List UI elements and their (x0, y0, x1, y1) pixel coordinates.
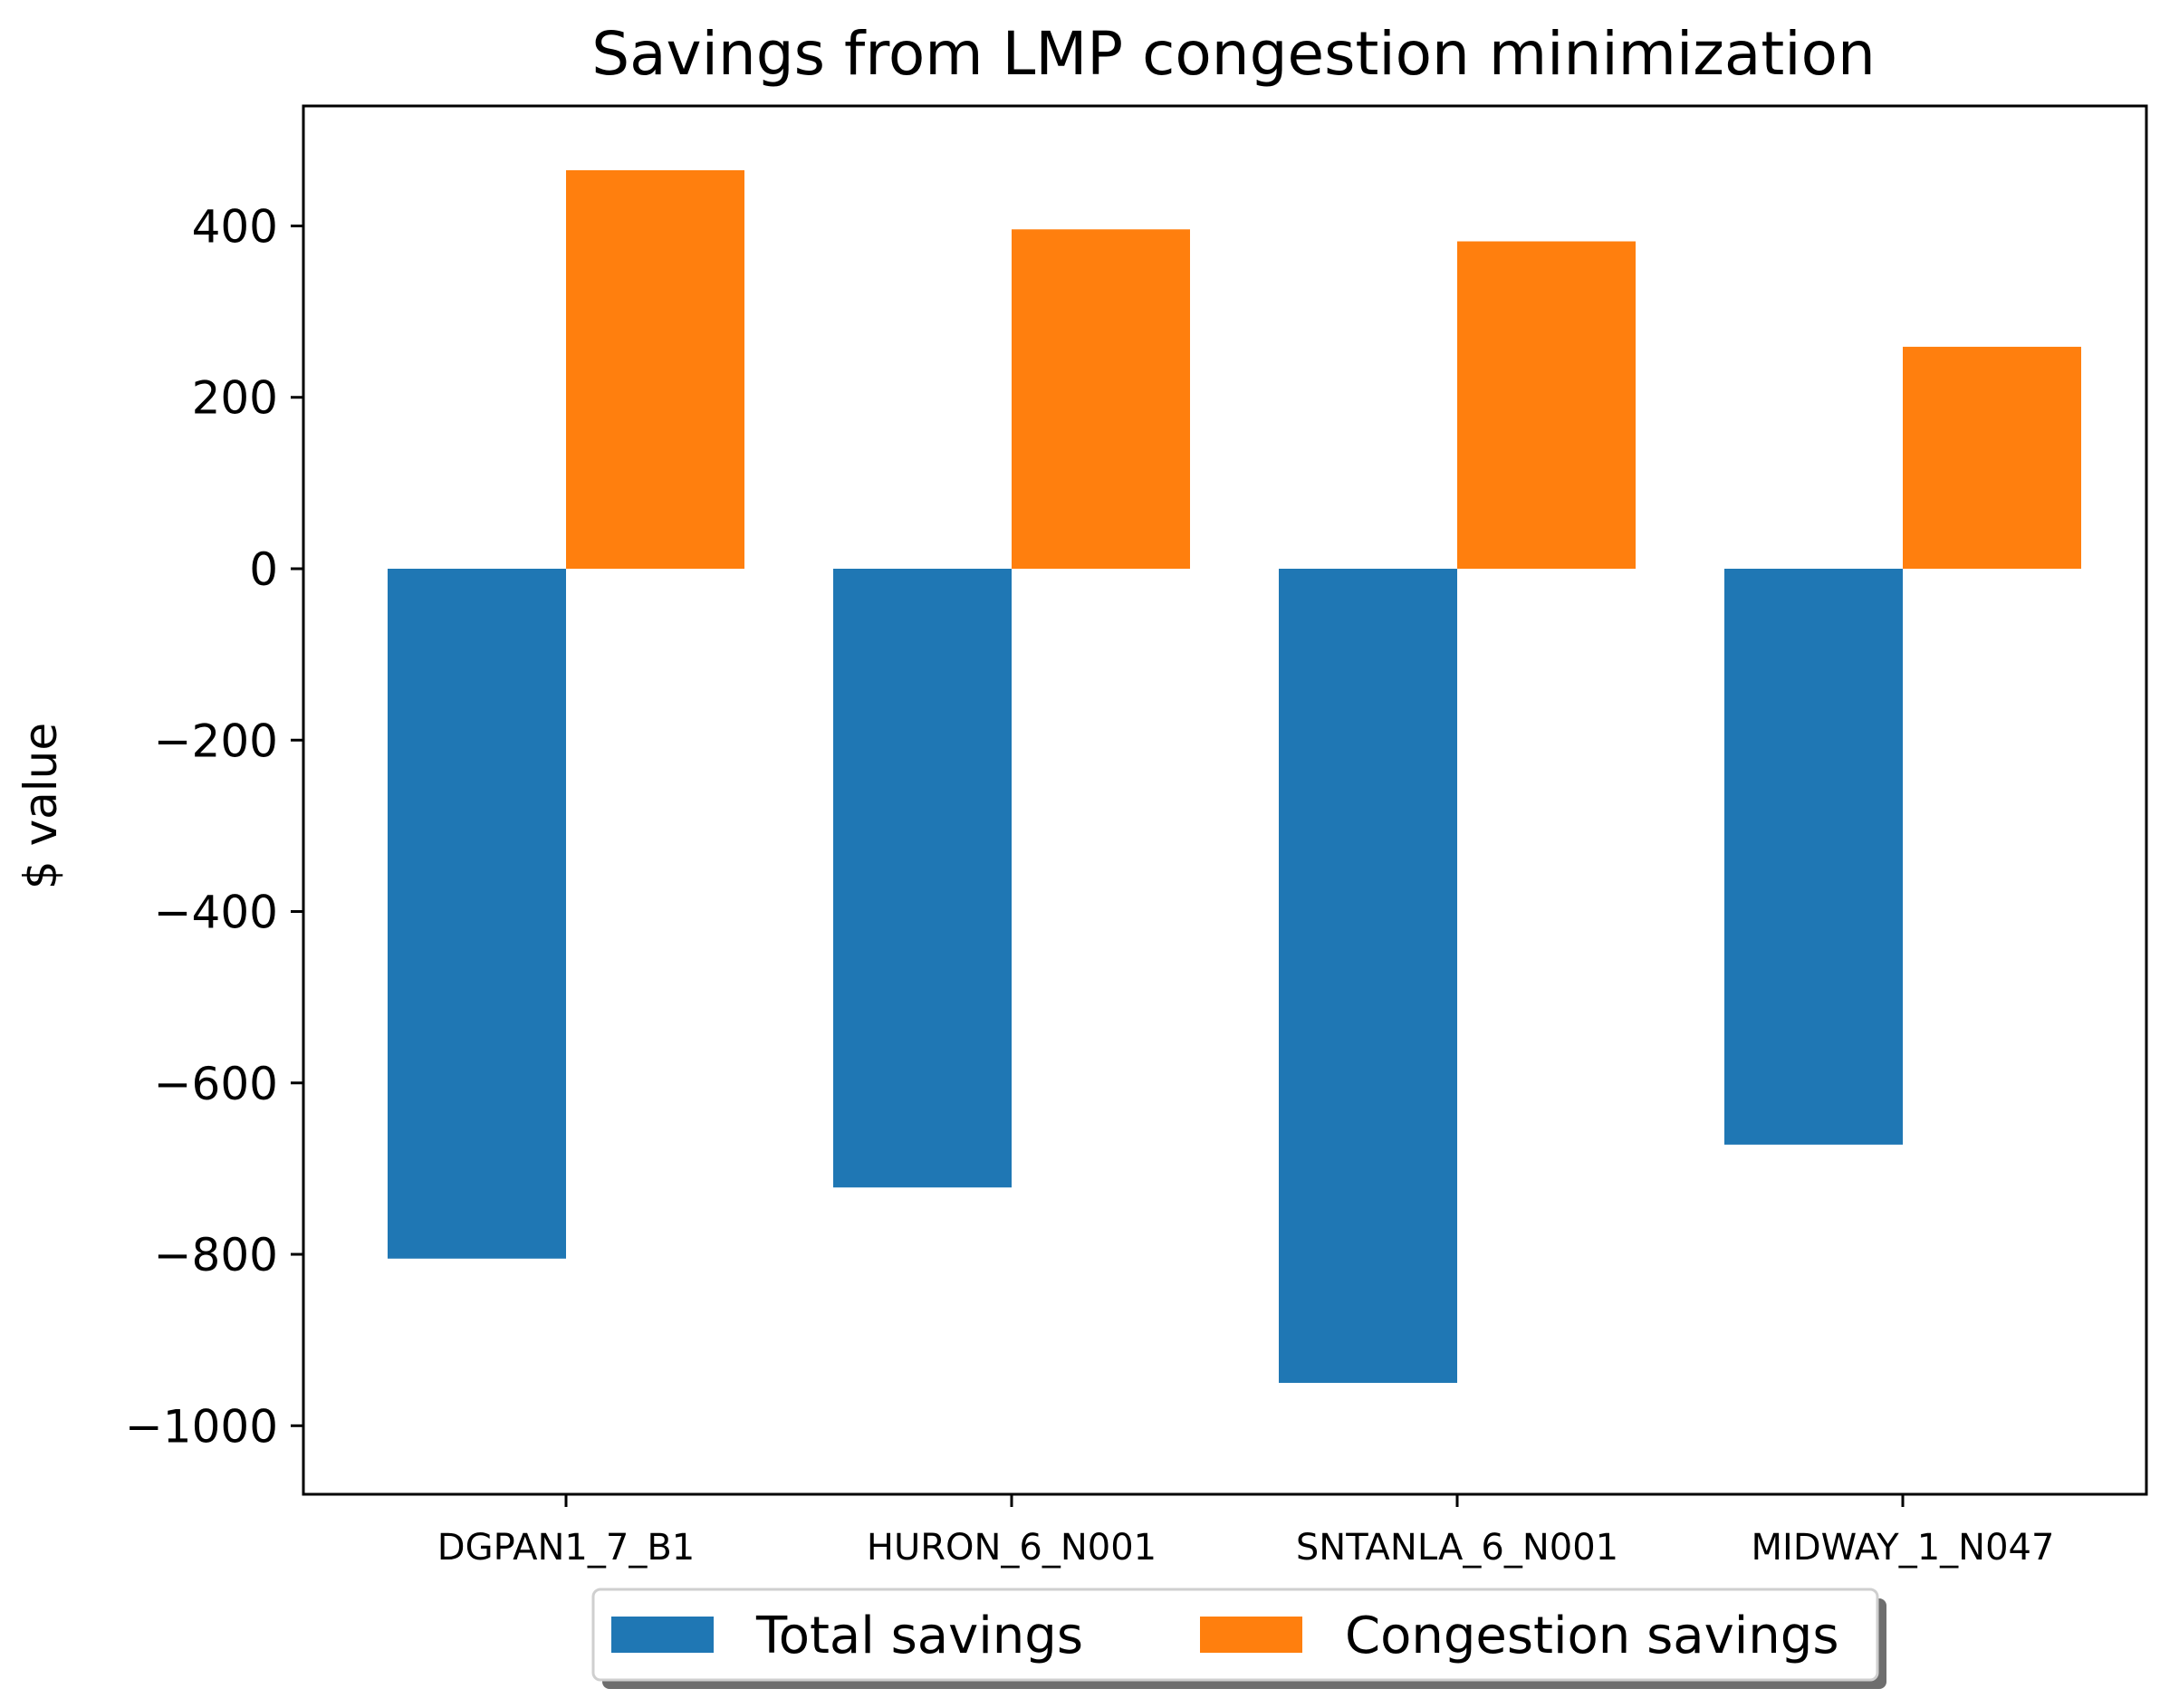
y-tick-label: −800 (154, 1229, 278, 1281)
chart-title: Savings from LMP congestion minimization (591, 19, 1876, 89)
y-tick-label: 400 (192, 200, 278, 253)
legend-label-congestion-savings: Congestion savings (1345, 1607, 1839, 1665)
bar-total-savings-1 (388, 569, 566, 1259)
bar-congestion-savings-3 (1457, 241, 1636, 569)
y-tick-label: −600 (154, 1058, 278, 1110)
y-tick-label: −1000 (125, 1400, 278, 1453)
y-tick-label: −400 (154, 887, 278, 939)
bar-congestion-savings-2 (1012, 229, 1190, 569)
legend: Total savings Congestion savings (591, 1588, 1886, 1689)
axes-frame (302, 104, 2148, 1496)
bars-group (388, 169, 2081, 1383)
bar-total-savings-2 (833, 569, 1012, 1188)
legend-swatch-total-savings (611, 1617, 714, 1653)
bar-total-savings-4 (1724, 569, 1903, 1145)
bar-congestion-savings-4 (1903, 346, 2081, 569)
axes-group (302, 104, 2148, 1496)
bar-congestion-savings-1 (566, 169, 744, 569)
x-tick-label: DGPAN1_7_B1 (437, 1527, 695, 1569)
x-axis-ticks: DGPAN1_7_B1 HURON_6_N001 SNTANLA_6_N001 MID… (437, 1494, 2055, 1569)
bar-total-savings-3 (1279, 569, 1457, 1383)
y-axis-ticks: 400 200 0 −200 −400 −600 −800 −1000 (125, 200, 303, 1453)
y-tick-label: −200 (154, 715, 278, 767)
legend-label-total-savings: Total savings (755, 1607, 1083, 1665)
x-tick-label: HURON_6_N001 (867, 1527, 1157, 1569)
y-tick-label: 200 (192, 372, 278, 425)
legend-swatch-congestion-savings (1200, 1617, 1302, 1653)
x-tick-label: MIDWAY_1_N047 (1752, 1527, 2055, 1569)
y-tick-label: 0 (249, 543, 278, 596)
y-axis-label: $ value (14, 723, 67, 889)
x-tick-label: SNTANLA_6_N001 (1296, 1527, 1618, 1569)
